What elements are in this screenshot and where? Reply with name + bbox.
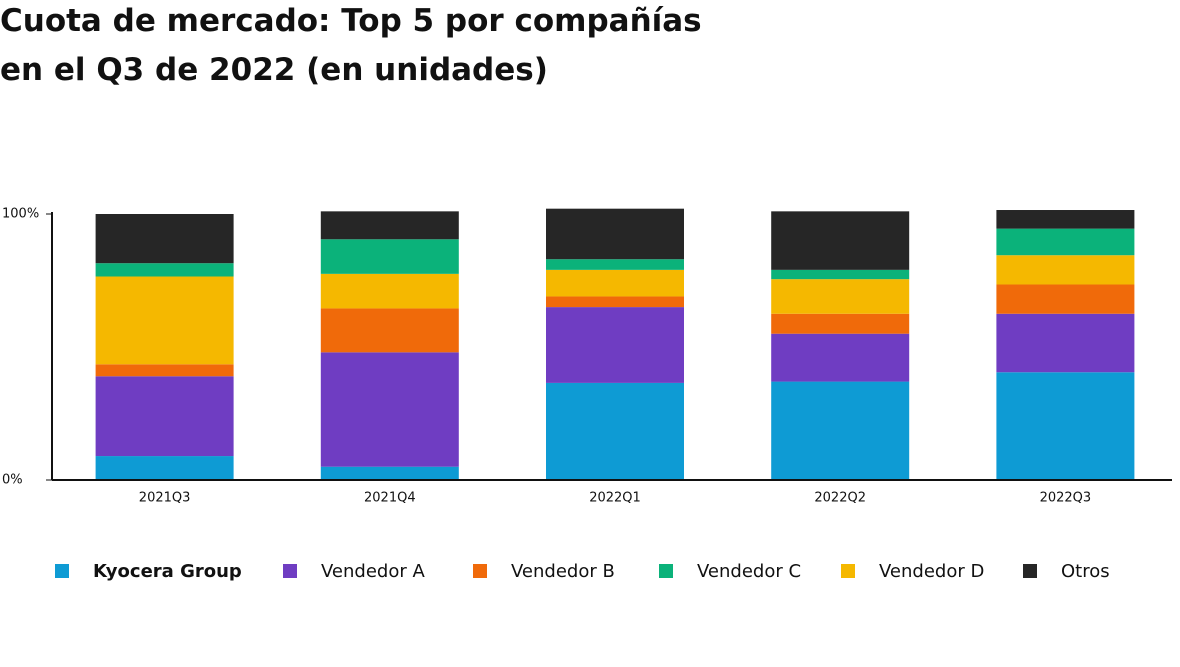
bar-segment	[771, 211, 910, 270]
legend-label: Vendedor D	[879, 561, 984, 582]
bar-segment	[95, 364, 234, 377]
bar-segment	[996, 372, 1135, 480]
bar-segment	[546, 307, 684, 383]
bar-segment	[771, 313, 910, 334]
bar-segment	[546, 259, 684, 270]
bar-segment	[996, 210, 1135, 229]
plot	[95, 208, 1135, 480]
x-tick-label: 2021Q3	[139, 491, 191, 506]
x-tick-label: 2022Q1	[589, 491, 641, 506]
legend-label: Vendedor C	[697, 561, 801, 582]
bar-segment	[95, 276, 234, 365]
bar-segment	[95, 376, 234, 457]
legend-swatch	[473, 564, 487, 578]
bar-segment	[546, 382, 684, 480]
bar-segment	[320, 308, 459, 353]
bar-segment	[95, 214, 234, 264]
bar-segment	[320, 211, 459, 240]
bar-segment	[320, 239, 459, 274]
bar-segment	[771, 333, 910, 382]
bar-segment	[771, 279, 910, 314]
bar-segment	[996, 313, 1135, 373]
bar-segment	[546, 208, 684, 260]
legend-label: Kyocera Group	[93, 561, 242, 582]
bar-segment	[996, 228, 1135, 256]
bar-segment	[771, 269, 910, 280]
bar-segment	[95, 263, 234, 277]
legend-swatch	[659, 564, 673, 578]
bar-segment	[546, 269, 684, 297]
x-tick-label: 2022Q3	[1040, 491, 1092, 506]
bar-segment	[320, 273, 459, 309]
y-tick-label: 100%	[2, 207, 39, 222]
x-tick-label: 2022Q2	[814, 491, 866, 506]
x-tick-label: 2021Q4	[364, 491, 416, 506]
bar-segment	[546, 296, 684, 308]
legend-swatch	[55, 564, 69, 578]
chart-title: en el Q3 de 2022 (en unidades)	[0, 52, 548, 88]
legend-swatch	[1023, 564, 1037, 578]
legend-label: Vendedor A	[321, 561, 425, 582]
bar-segment	[320, 466, 459, 480]
bar-segment	[771, 381, 910, 480]
chart-title: Cuota de mercado: Top 5 por compañías	[0, 3, 702, 39]
bar-segment	[996, 284, 1135, 314]
y-tick-label: 0%	[2, 473, 23, 488]
bar-segment	[320, 352, 459, 467]
legend-label: Otros	[1061, 561, 1110, 582]
legend-swatch	[283, 564, 297, 578]
bar-segment	[996, 255, 1135, 285]
legend-swatch	[841, 564, 855, 578]
bar-segment	[95, 456, 234, 480]
legend-label: Vendedor B	[511, 561, 615, 582]
